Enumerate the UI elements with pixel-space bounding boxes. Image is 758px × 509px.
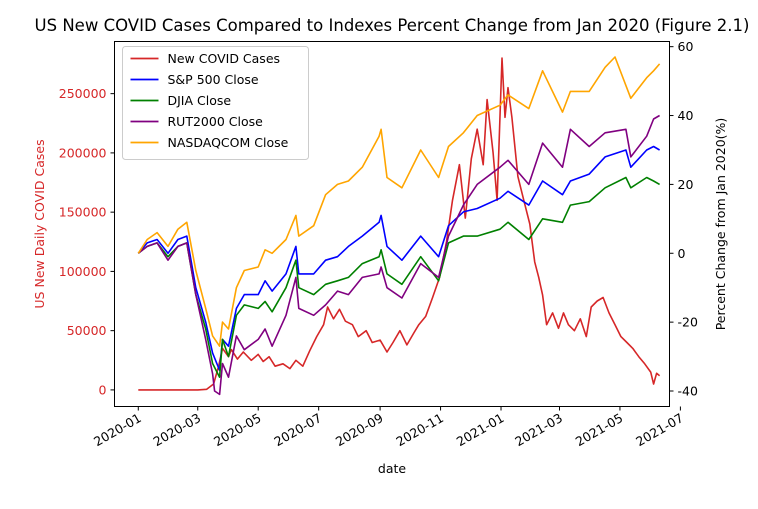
- y-right-axis: -40 -20 0 20 40 60: [669, 39, 698, 399]
- series-line-sandp-500-close: [137, 145, 661, 372]
- y-right-tick-label: 60: [678, 39, 694, 54]
- plot-area: [137, 56, 661, 396]
- plot-frame: [114, 41, 670, 407]
- y-right-tick-label: 20: [678, 177, 694, 192]
- y-left-tick-label: 50000: [67, 323, 107, 338]
- legend-label-nasdaqcom-close: NASDAQCOM Close: [168, 135, 289, 150]
- y-left-axis: 0 50000 100000 150000 200000 250000: [59, 86, 115, 397]
- y-right-tick-label: 40: [678, 108, 694, 123]
- y-right-tick-label: -20: [678, 315, 698, 330]
- y-right-axis-label: Percent Change from Jan 2020(%): [713, 118, 728, 331]
- y-left-tick-label: 150000: [59, 205, 107, 220]
- y-right-tick-label: 0: [678, 246, 686, 261]
- y-left-tick-label: 250000: [59, 86, 107, 101]
- x-axis-label: date: [378, 461, 406, 476]
- legend-box: [122, 46, 309, 160]
- y-left-tick-label: 100000: [59, 264, 107, 279]
- series-line-nasdaqcom-close: [137, 56, 661, 348]
- y-left-tick-label: 200000: [59, 145, 107, 160]
- legend: New COVID Cases S&P 500 Close DJIA Close RU…: [122, 46, 309, 160]
- y-left-axis-label: US New Daily COVID Cases: [32, 139, 47, 308]
- y-left-tick-label: 0: [99, 382, 107, 397]
- series-line-djia-close: [137, 176, 660, 379]
- series-line-rut2000-close: [137, 114, 661, 396]
- legend-label-new-covid-cases: New COVID Cases: [168, 51, 281, 66]
- legend-label-rut2000-close: RUT2000 Close: [168, 114, 264, 129]
- legend-label-sandp-500-close: S&P 500 Close: [168, 72, 259, 87]
- chart-title: US New COVID Cases Compared to Indexes P…: [35, 16, 750, 35]
- y-right-tick-label: -40: [678, 384, 698, 399]
- legend-label-djia-close: DJIA Close: [168, 93, 232, 108]
